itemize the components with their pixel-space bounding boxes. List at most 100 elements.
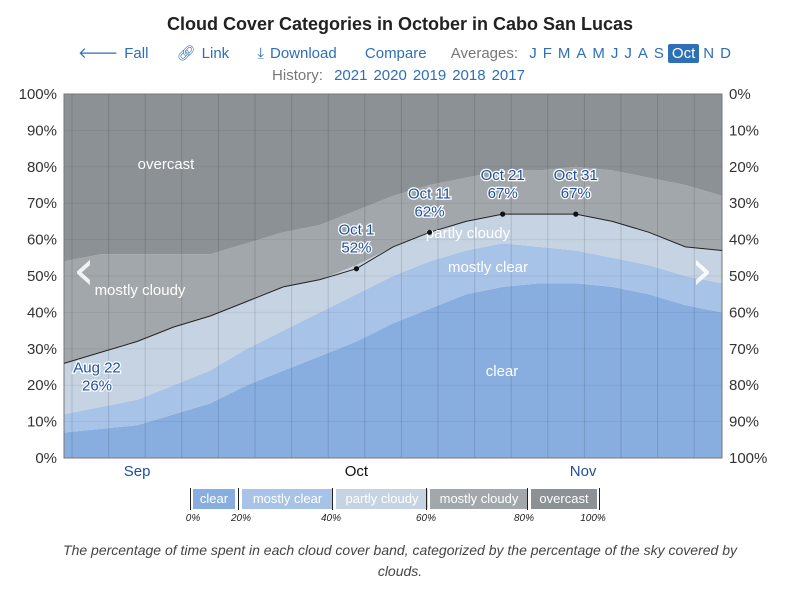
series-line [63,213,723,364]
y-tick-right: 100% [729,450,767,467]
y-tick-right: 20% [729,159,759,176]
y-tick-left: 50% [27,268,57,285]
y-tick-left: 20% [27,377,57,394]
history-bar: History: 2021 2020 2019 2018 2017 [0,67,800,84]
month-0[interactable]: J [529,45,537,62]
prev-arrow-icon[interactable]: ‹ [73,238,95,303]
area-partly-cloudy [64,214,722,415]
month-11[interactable]: D [720,45,731,62]
year-2021[interactable]: 2021 [334,67,368,84]
averages-label: Averages: [450,45,519,62]
plot-border [63,93,723,459]
month-2[interactable]: M [557,45,571,62]
legend-divider [599,488,600,510]
legend-ticks: 0% 20% 40% 60% 80% 100% [0,513,800,527]
legend-divider [238,488,239,510]
x-tick-Sep: Sep [124,463,151,480]
y-tick-right: 30% [729,195,759,212]
annotation-dot [426,229,433,235]
download-icon: ⤓ [257,45,264,62]
region-label-overcast: overcast [138,156,196,173]
y-tick-left: 30% [27,341,57,358]
region-label-mostly-clear: mostly clear [448,259,528,276]
history-label: History: [272,67,323,84]
next-arrow-icon[interactable]: › [691,238,713,303]
y-tick-right: 50% [729,268,759,285]
legend-clear: clear [193,489,235,509]
month-5[interactable]: J [610,45,619,62]
month-selector: J F M A M J J A S Oct N D [526,44,734,63]
download-label: Download [270,45,337,62]
y-tick-left: 90% [27,122,57,139]
y-tick-left: 60% [27,232,57,249]
legend-divider [426,488,427,510]
month-6[interactable]: J [624,45,632,62]
annotation-value: 67% [561,185,591,202]
year-2019[interactable]: 2019 [412,67,447,84]
year-2018[interactable]: 2018 [452,67,486,84]
download-button[interactable]: ⤓ Download [257,45,336,62]
month-4[interactable]: M [592,45,605,62]
chart-caption: The percentage of time spent in each clo… [63,542,737,579]
legend-tick-label: 60% [415,513,437,524]
month-1[interactable]: F [542,45,552,62]
legend-mostly-clear: mostly clear [242,489,333,509]
y-tick-right: 0% [729,86,751,103]
y-tick-left: 0% [35,450,57,467]
year-2020[interactable]: 2020 [373,67,407,84]
y-tick-left: 80% [27,159,57,176]
y-tick-left: 100% [19,86,57,103]
y-tick-left: 10% [27,414,57,431]
annotation-date: Oct 1 [339,222,375,239]
toolbar: 🡐 Fall 🔗︎ Link ⤓ Download Compare Averages:… [0,43,800,63]
y-tick-right: 60% [729,304,759,321]
y-tick-right: 40% [729,232,759,249]
arrow-left-icon: 🡐 [78,45,119,62]
year-selector: 2021 2020 2019 2018 2017 [331,67,528,84]
legend-tick-label: 0% [185,513,201,524]
area-overcast [64,94,722,262]
legend-tick-label: 80% [513,513,535,524]
annotation-dot [500,211,506,217]
annotation-date: Aug 22 [73,359,121,376]
annotation-dot [353,266,360,272]
legend-tick-label: 40% [320,513,342,524]
annotation-value: 52% [341,240,371,257]
x-tick-Nov: Nov [570,463,597,480]
y-tick-right: 10% [729,122,759,139]
region-label-mostly-cloudy: mostly cloudy [95,282,186,299]
year-2017[interactable]: 2017 [491,67,525,84]
y-tick-right: 90% [729,414,759,431]
fall-link[interactable]: 🡐 Fall [78,43,148,62]
link-icon: 🔗︎ [176,45,196,62]
area-clear [64,283,722,458]
legend-divider [527,488,528,510]
month-10[interactable]: N [703,45,715,62]
legend-overcast: overcast [531,489,597,509]
month-9[interactable]: Oct [667,44,700,63]
area-mostly-clear [64,243,722,433]
link-label: Link [201,45,230,62]
annotation-value: 62% [415,203,445,220]
x-tick-Oct: Oct [345,463,369,480]
page-title: Cloud Cover Categories in October in Cab… [166,14,634,34]
compare-button[interactable]: Compare [364,45,427,62]
annotation-date: Oct 11 [408,185,451,202]
y-tick-left: 40% [27,304,57,321]
y-tick-right: 80% [729,377,759,394]
legend-divider [190,488,191,510]
annotation-date: Oct 21 [481,167,525,184]
area-mostly-cloudy [64,166,722,364]
legend-tick-label: 20% [230,513,252,524]
month-7[interactable]: A [637,45,648,62]
annotation-value: 26% [82,377,112,394]
region-label-clear: clear [486,363,519,380]
legend-partly-cloudy: partly cloudy [336,489,428,509]
month-8[interactable]: S [653,45,664,62]
region-label-partly-cloudy: partly cloudy [426,225,511,242]
annotation-value: 67% [488,185,518,202]
fall-label: Fall [124,45,149,62]
legend-mostly-cloudy: mostly cloudy [430,489,528,509]
link-button[interactable]: 🔗︎ Link [177,44,230,62]
month-3[interactable]: A [576,45,587,62]
